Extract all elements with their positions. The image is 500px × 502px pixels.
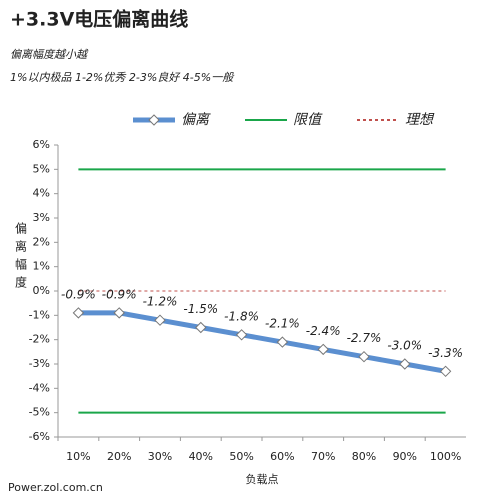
legend-label: 理想 bbox=[405, 112, 435, 128]
marker bbox=[399, 358, 411, 370]
y-tick-label: -5% bbox=[29, 406, 50, 419]
y-tick-label: -2% bbox=[29, 333, 50, 346]
subtitle: 偏离幅度越小越 bbox=[10, 48, 89, 61]
x-tick-label: 70% bbox=[311, 450, 335, 463]
value-label: -3.3% bbox=[428, 346, 463, 360]
y-tick-label: 0% bbox=[33, 284, 50, 297]
x-tick-label: 30% bbox=[148, 450, 172, 463]
value-label: -2.1% bbox=[265, 317, 300, 331]
x-tick-label: 10% bbox=[66, 450, 90, 463]
marker bbox=[439, 365, 452, 378]
x-axis-label: 负载点 bbox=[246, 472, 279, 486]
legend-label: 偏离 bbox=[181, 112, 211, 128]
data-line bbox=[78, 310, 447, 374]
marker bbox=[358, 350, 370, 363]
y-tick-label: 4% bbox=[33, 187, 50, 200]
y-tick-label: -6% bbox=[29, 430, 50, 443]
x-tick-label: 90% bbox=[393, 450, 417, 463]
x-tick-label: 100% bbox=[430, 450, 461, 463]
value-label: -1.2% bbox=[143, 295, 178, 309]
source: Power.zol.com.cn bbox=[8, 481, 103, 494]
marker bbox=[317, 343, 329, 356]
y-tick-label: -3% bbox=[29, 357, 50, 370]
marker bbox=[154, 314, 166, 326]
x-tick-label: 60% bbox=[270, 450, 294, 463]
chart-title: +3.3V电压偏离曲线 bbox=[10, 8, 188, 31]
legend-marker bbox=[148, 114, 160, 126]
y-tick-label: 6% bbox=[33, 138, 50, 151]
y-tick-label: 5% bbox=[33, 162, 50, 175]
legend-label: 限值 bbox=[293, 112, 323, 128]
note: 1%以内极品 1-2%优秀 2-3%良好 4-5%一般 bbox=[10, 71, 235, 84]
y-tick-label: -1% bbox=[29, 308, 50, 321]
y-tick-label: 3% bbox=[33, 211, 50, 224]
value-label: -1.5% bbox=[183, 302, 218, 316]
value-label: -0.9% bbox=[102, 287, 137, 301]
marker bbox=[113, 307, 125, 319]
x-tick-label: 80% bbox=[352, 450, 376, 463]
marker bbox=[72, 307, 85, 319]
value-label: -2.7% bbox=[347, 331, 382, 345]
x-tick-label: 50% bbox=[229, 450, 253, 463]
y-tick-label: -4% bbox=[29, 381, 50, 394]
value-label: -3.0% bbox=[387, 339, 422, 353]
x-tick-label: 40% bbox=[189, 450, 213, 463]
marker bbox=[235, 329, 248, 341]
y-axis-label: 偏离幅度 bbox=[14, 221, 28, 294]
x-tick-label: 20% bbox=[107, 450, 131, 463]
value-label: -2.4% bbox=[306, 324, 341, 338]
value-label: -0.9% bbox=[61, 287, 96, 301]
y-tick-label: 2% bbox=[33, 235, 50, 248]
value-label: -1.8% bbox=[224, 309, 259, 323]
marker bbox=[276, 336, 289, 348]
marker bbox=[195, 321, 207, 334]
y-tick-label: 1% bbox=[33, 260, 50, 273]
